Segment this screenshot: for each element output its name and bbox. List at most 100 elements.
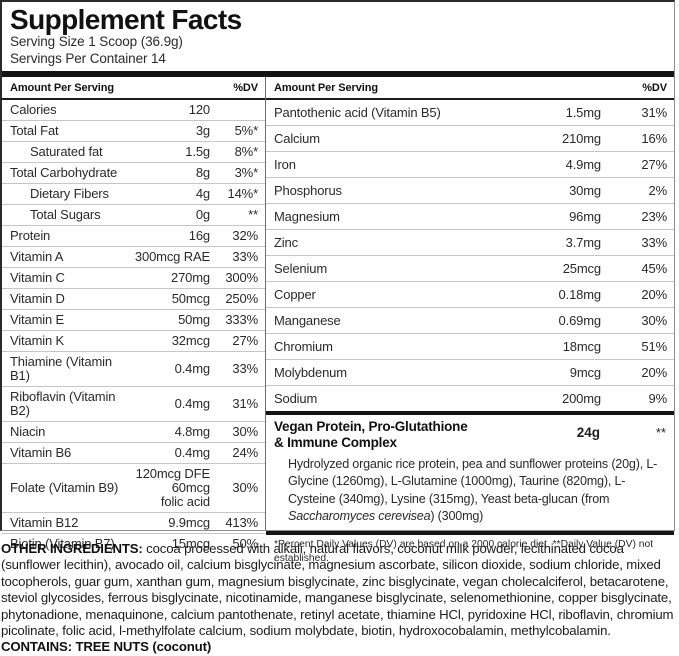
- nutrient-amount: 0.4mg: [174, 445, 211, 461]
- nutrient-amount: 1.5g: [185, 144, 210, 160]
- nutrient-daily-value: 27%: [232, 333, 258, 349]
- nutrient-row: Calories 120: [2, 100, 265, 122]
- right-column-header: Amount Per Serving %DV: [266, 77, 674, 101]
- amount-per-serving-label: Amount Per Serving: [274, 82, 378, 95]
- complex-description-species: Saccharomyces cerevisea: [288, 508, 431, 523]
- nutrient-amount: 25mcg: [562, 260, 601, 276]
- nutrient-row: Magnesium 96mg 23%: [266, 204, 674, 231]
- nutrient-name: Dietary Fibers: [30, 186, 109, 202]
- nutrient-name: Total Sugars: [30, 207, 101, 223]
- left-column: Amount Per Serving %DV Calories 120 Tota…: [2, 77, 266, 551]
- nutrient-amount: 9.9mcg: [168, 515, 210, 531]
- nutrient-name: Vitamin A: [10, 249, 64, 265]
- nutrient-row: Selenium 25mcg 45%: [266, 256, 674, 283]
- complex-description-part1: Hydrolyzed organic rice protein, pea and…: [288, 457, 658, 506]
- nutrient-daily-value: 32%: [232, 228, 258, 244]
- nutrient-daily-value: 20%: [641, 364, 667, 380]
- nutrient-name: Biotin (Vitamin B7): [10, 536, 115, 552]
- nutrient-row: Molybdenum 9mcg 20%: [266, 360, 674, 387]
- nutrient-daily-value: 5%*: [234, 123, 259, 139]
- nutrient-amount: 96mg: [569, 208, 601, 224]
- nutrient-daily-value: 9%: [648, 390, 668, 406]
- nutrient-amount: 300mcg RAE: [134, 249, 210, 265]
- nutrient-name: Vitamin B12: [10, 515, 79, 531]
- nutrient-row: Vitamin K 32mcg 27%: [2, 331, 265, 353]
- nutrient-daily-value: 31%: [641, 104, 667, 120]
- nutrient-daily-value: 333%: [225, 312, 258, 328]
- nutrient-name: Vitamin B6: [10, 445, 72, 461]
- nutrient-amount: 0.4mg: [174, 396, 211, 412]
- nutrient-amount: 3g: [195, 123, 210, 139]
- nutrient-row: Vitamin A 300mcg RAE 33%: [2, 247, 265, 269]
- nutrient-row: Folate (Vitamin B9) 120mcg DFE 60mcg fol…: [2, 464, 265, 514]
- nutrient-daily-value: 23%: [641, 208, 667, 224]
- nutrient-amount: 210mg: [562, 130, 601, 146]
- nutrient-daily-value: 3%*: [234, 165, 259, 181]
- nutrient-amount: 270mg: [171, 270, 210, 286]
- nutrient-name: Magnesium: [274, 208, 340, 224]
- nutrient-name: Copper: [274, 286, 316, 302]
- nutrient-daily-value: 14%*: [227, 186, 259, 202]
- left-column-header: Amount Per Serving %DV: [2, 77, 265, 101]
- nutrient-row: Saturated fat 1.5g 8%*: [2, 142, 265, 164]
- daily-value-footnote: *Percent Daily Values (DV) are based on …: [274, 538, 654, 564]
- nutrient-amount: 200mg: [562, 390, 601, 406]
- nutrient-daily-value: 31%: [232, 396, 258, 412]
- nutrient-row: Riboflavin (Vitamin B2) 0.4mg 31%: [2, 387, 265, 423]
- title-area: Supplement Facts Serving Size 1 Scoop (3…: [2, 2, 674, 67]
- nutrient-daily-value: 30%: [641, 312, 667, 328]
- nutrient-daily-value: 45%: [641, 260, 667, 276]
- nutrient-name: Calcium: [274, 130, 320, 146]
- nutrient-row: Iron 4.9mg 27%: [266, 152, 674, 179]
- nutrient-daily-value: 16%: [641, 130, 667, 146]
- nutrient-name: Saturated fat: [30, 144, 103, 160]
- nutrient-row: Calcium 210mg 16%: [266, 126, 674, 153]
- nutrient-name: Iron: [274, 156, 296, 172]
- nutrient-row: Niacin 4.8mg 30%: [2, 422, 265, 444]
- nutrient-row: Pantothenic acid (Vitamin B5) 1.5mg 31%: [266, 100, 674, 127]
- other-ingredients-text: cocoa processed with alkali, natural fla…: [1, 541, 674, 639]
- thick-divider-complex: [266, 411, 674, 416]
- nutrient-row: Total Sugars 0g **: [2, 205, 265, 227]
- nutrient-name: Selenium: [274, 260, 327, 276]
- nutrient-name: Pantothenic acid (Vitamin B5): [274, 104, 441, 120]
- nutrient-amount: 50mg: [178, 312, 210, 328]
- nutrient-row: Biotin (Vitamin B7) 15mcg 50%: [2, 534, 265, 554]
- nutrient-daily-value: 20%: [641, 286, 667, 302]
- complex-name: Vegan Protein, Pro-Glutathione & Immune …: [274, 419, 530, 450]
- nutrient-name: Total Carbohydrate: [10, 165, 118, 181]
- nutrient-name: Niacin: [10, 424, 46, 440]
- nutrient-name: Phosphorus: [274, 182, 342, 198]
- nutrient-row: Vitamin D 50mcg 250%: [2, 289, 265, 311]
- facts-panel: Supplement Facts Serving Size 1 Scoop (3…: [0, 0, 675, 564]
- nutrient-amount: 50mcg: [171, 291, 210, 307]
- nutrient-name: Vitamin D: [10, 291, 65, 307]
- right-column: Amount Per Serving %DV Pantothenic acid …: [266, 77, 674, 564]
- dv-label: %DV: [642, 82, 667, 95]
- thick-divider-footnote: [266, 530, 674, 535]
- nutrient-row: Chromium 18mcg 51%: [266, 334, 674, 361]
- complex-name-line2: & Immune Complex: [274, 434, 397, 450]
- complex-daily-value: **: [655, 425, 666, 441]
- nutrient-name: Sodium: [274, 390, 318, 406]
- nutrient-amount: 18mcg: [562, 338, 601, 354]
- complex-name-line1: Vegan Protein, Pro-Glutathione: [274, 419, 468, 435]
- nutrient-name: Manganese: [274, 312, 341, 328]
- nutrient-row: Zinc 3.7mg 33%: [266, 230, 674, 257]
- nutrient-daily-value: 27%: [641, 156, 667, 172]
- nutrient-name: Zinc: [274, 234, 298, 250]
- amount-per-serving-label: Amount Per Serving: [10, 82, 114, 95]
- nutrient-row: Sodium 200mg 9%: [266, 386, 674, 411]
- nutrient-name: Vitamin E: [10, 312, 65, 328]
- nutrient-daily-value: 250%: [225, 291, 258, 307]
- left-rows: Calories 120 Total Fat 3g 5%* Saturated …: [2, 100, 265, 554]
- nutrient-amount: 0.18mg: [558, 286, 602, 302]
- nutrient-daily-value: 24%: [232, 445, 258, 461]
- complex-amount: 24g: [576, 425, 600, 441]
- nutrient-amount: 4g: [195, 186, 210, 202]
- nutrient-daily-value: 30%: [232, 480, 258, 496]
- nutrient-row: Manganese 0.69mg 30%: [266, 308, 674, 335]
- nutrient-amount: 0.4mg: [174, 361, 211, 377]
- nutrient-daily-value: 33%: [641, 234, 667, 250]
